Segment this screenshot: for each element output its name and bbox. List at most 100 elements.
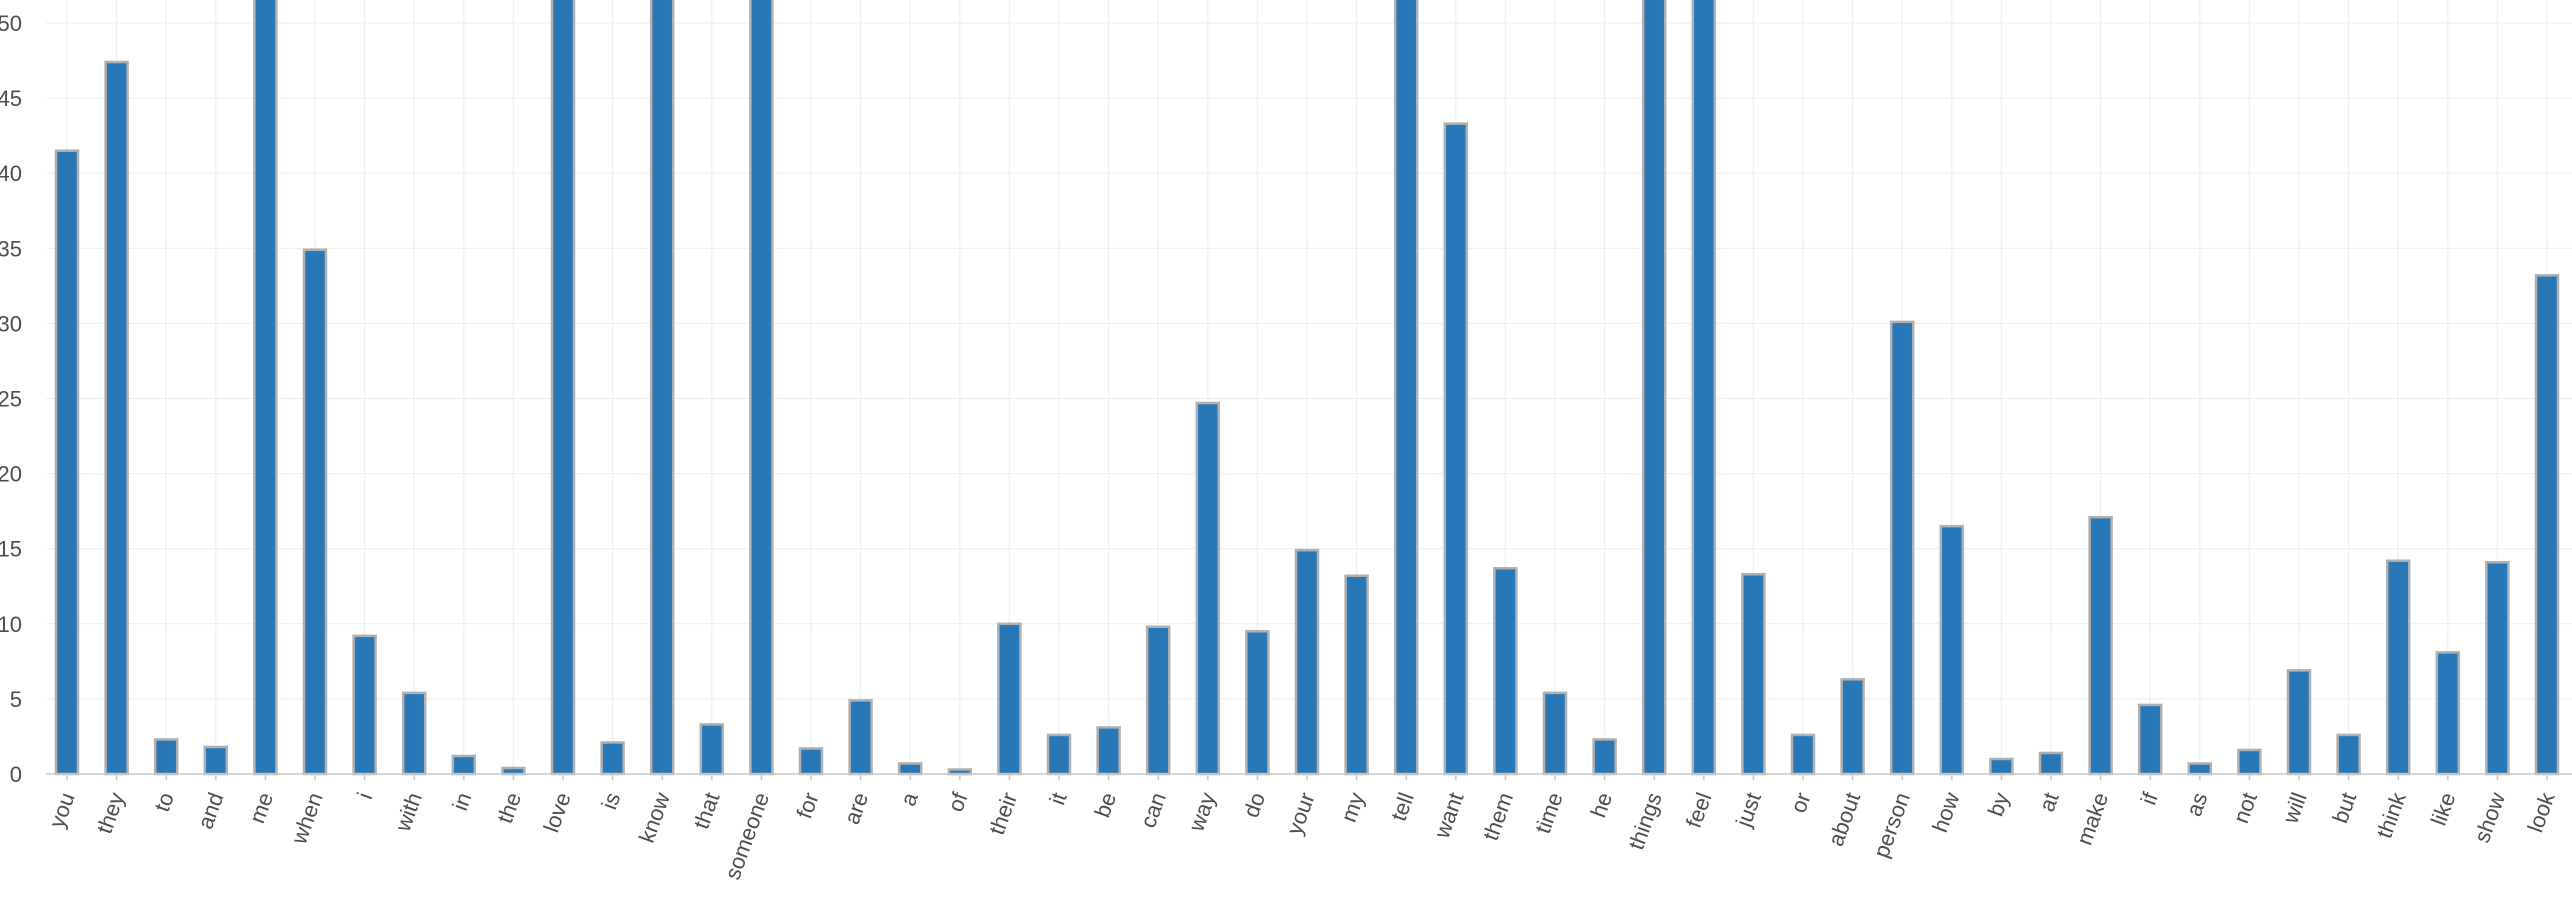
x-tick-label-and: and: [192, 789, 228, 832]
bar-the: [501, 766, 526, 776]
x-tick-label-about: about: [1823, 789, 1865, 849]
x-tick-label-with: with: [390, 789, 427, 835]
x-tick-label-but: but: [2327, 789, 2361, 826]
x-tick-label-tell: tell: [1386, 789, 1419, 824]
bar-with: [401, 691, 427, 776]
x-tick-label-i: i: [352, 789, 377, 802]
bar-by: [1989, 757, 2014, 776]
x-tick-label-if: if: [2136, 788, 2164, 808]
y-tick-label: 40: [0, 161, 22, 186]
x-tick-label-your: your: [1282, 789, 1320, 838]
bar-how: [1939, 524, 1965, 776]
y-tick-label: 20: [0, 462, 22, 487]
bar-be: [1096, 726, 1121, 776]
bar-about: [1840, 678, 1865, 776]
bar-want: [1443, 122, 1469, 776]
y-tick-label: 10: [0, 612, 22, 637]
x-tick-label-them: them: [1478, 789, 1518, 844]
x-tick-label-love: love: [538, 789, 575, 835]
x-tick-label-is: is: [596, 789, 625, 812]
x-tick-label-you: you: [44, 789, 80, 831]
bar-think: [2385, 559, 2411, 776]
x-tick-label-to: to: [149, 789, 179, 815]
x-tick-label-way: way: [1183, 789, 1220, 835]
y-tick-label: 45: [0, 86, 22, 111]
y-tick-label: 5: [10, 687, 22, 712]
bar-do: [1245, 630, 1270, 776]
x-tick-label-at: at: [2034, 789, 2064, 815]
bar-love: [550, 0, 576, 776]
x-tick-label-person: person: [1868, 789, 1915, 861]
bar-a: [897, 762, 923, 776]
bar-someone: [749, 0, 774, 776]
bar-when: [302, 248, 328, 776]
bar-in: [451, 754, 477, 776]
bar-things: [1641, 0, 1667, 776]
x-tick-label-like: like: [2426, 789, 2461, 829]
bar-they: [104, 60, 129, 776]
x-axis-ticks: you they to and me when i with in the love is know th…: [44, 788, 2560, 883]
bar-just: [1741, 572, 1766, 776]
bar-as: [2187, 762, 2213, 776]
x-tick-label-the: the: [492, 789, 526, 826]
x-tick-label-they: they: [92, 789, 130, 837]
bar-feel: [1691, 0, 1717, 776]
bar-not: [2237, 748, 2262, 776]
bar-if: [2137, 703, 2163, 776]
bar-you: [54, 149, 80, 776]
bar-can: [1145, 625, 1171, 776]
x-tick-label-their: their: [984, 789, 1022, 838]
x-tick-label-feel: feel: [1681, 789, 1717, 831]
x-tick-label-me: me: [244, 789, 278, 826]
x-tick-label-my: my: [1336, 789, 1370, 825]
bar-my: [1344, 574, 1369, 776]
bar-that: [699, 723, 725, 776]
bar-way: [1195, 401, 1221, 776]
y-tick-label: 25: [0, 387, 22, 412]
bar-show: [2485, 560, 2510, 776]
x-tick-label-time: time: [1530, 789, 1568, 837]
x-tick-label-it: it: [1044, 789, 1071, 808]
bar-know: [649, 0, 675, 776]
x-tick-label-how: how: [1927, 789, 1964, 836]
x-tick-label-can: can: [1135, 789, 1171, 831]
y-axis-ticks: 0 5 10 15 20 25 30 35 40 45 50: [0, 11, 22, 787]
x-tick-label-things: things: [1623, 789, 1667, 853]
x-tick-label-by: by: [1983, 789, 2014, 819]
x-tick-label-will: will: [2277, 789, 2311, 827]
x-tick-label-when: when: [286, 789, 328, 848]
x-tick-label-or: or: [1786, 789, 1816, 816]
bar-person: [1889, 320, 1915, 776]
bar-for: [798, 747, 824, 776]
x-tick-label-do: do: [1238, 789, 1270, 821]
bar-your: [1294, 548, 1320, 776]
y-tick-label: 35: [0, 236, 22, 261]
x-tick-label-be: be: [1089, 789, 1121, 821]
bar-i: [352, 634, 377, 776]
x-tick-label-are: are: [839, 789, 873, 827]
x-tick-label-for: for: [791, 789, 823, 822]
x-tick-label-in: in: [447, 789, 476, 814]
bar-it: [1046, 733, 1072, 776]
bar-he: [1592, 738, 1617, 776]
bars-layer: [54, 0, 2560, 776]
bar-time: [1542, 691, 1568, 776]
bar-like: [2435, 651, 2461, 776]
axis-layer: [46, 773, 2572, 780]
y-tick-label: 30: [0, 311, 22, 336]
bar-their: [997, 622, 1022, 776]
bar-at: [2038, 751, 2064, 776]
x-tick-label-someone: someone: [720, 789, 774, 883]
y-tick-label: 0: [10, 762, 22, 787]
bar-is: [600, 741, 625, 776]
bar-them: [1493, 566, 1518, 776]
y-tick-label: 50: [0, 11, 22, 36]
bar-but: [2336, 733, 2361, 776]
y-tick-label: 15: [0, 537, 22, 562]
x-tick-label-not: not: [2228, 789, 2262, 826]
x-tick-label-know: know: [634, 789, 675, 846]
x-tick-label-think: think: [2372, 788, 2412, 841]
x-tick-label-as: as: [2181, 789, 2212, 819]
